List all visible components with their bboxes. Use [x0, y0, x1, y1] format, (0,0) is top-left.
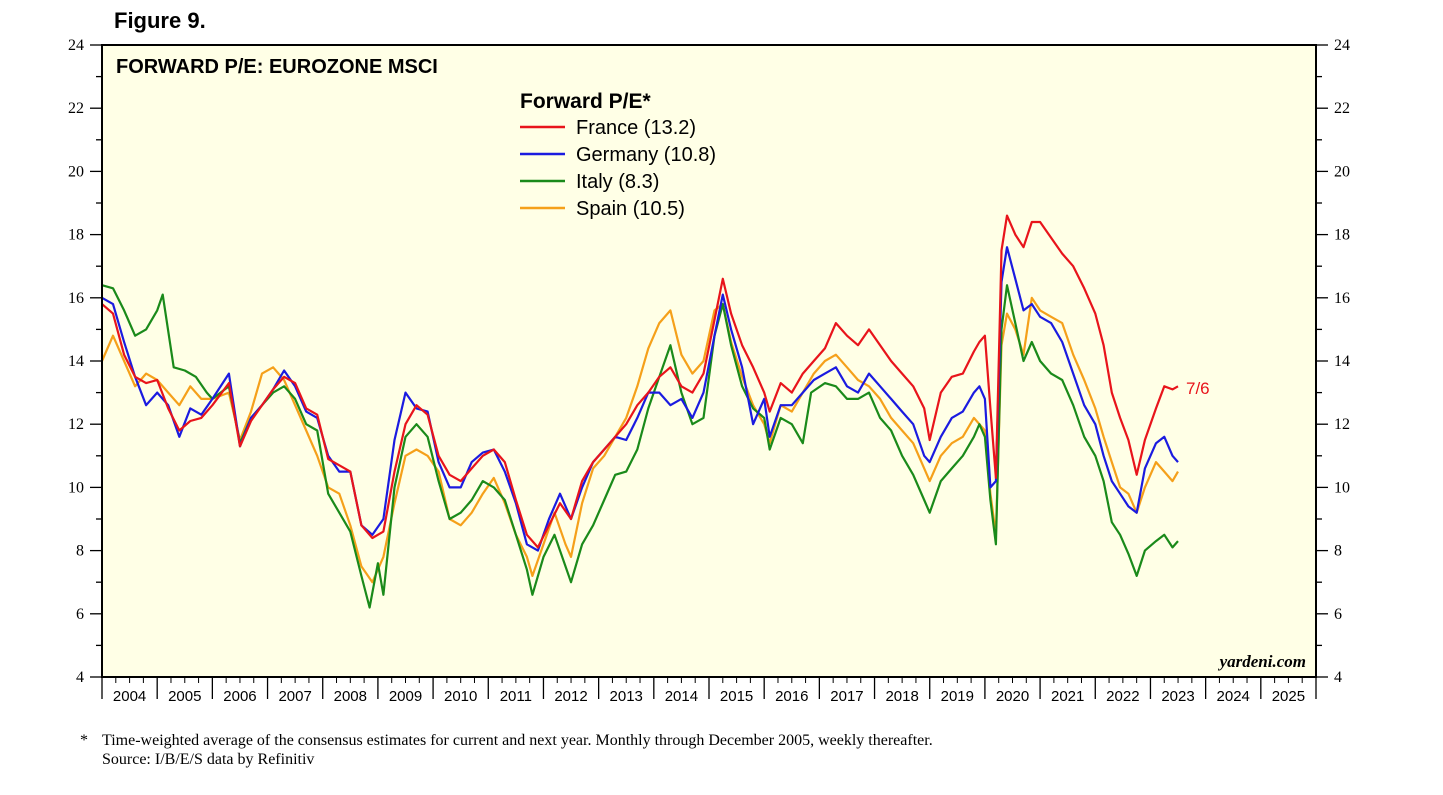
- y-tick-label-left: 18: [68, 227, 84, 244]
- y-tick-label-right: 22: [1334, 100, 1350, 117]
- x-year-label: 2007: [278, 688, 311, 705]
- y-tick-label-left: 6: [76, 606, 84, 623]
- x-year-label: 2014: [665, 688, 698, 705]
- y-tick-label-left: 22: [68, 100, 84, 117]
- x-year-label: 2021: [1051, 688, 1084, 705]
- legend-title: Forward P/E*: [520, 90, 652, 113]
- y-tick-label-left: 12: [68, 416, 84, 433]
- x-year-label: 2018: [885, 688, 918, 705]
- x-year-label: 2009: [389, 688, 422, 705]
- y-tick-label-right: 18: [1334, 227, 1350, 244]
- x-year-label: 2010: [444, 688, 477, 705]
- footnote: * Time-weighted average of the consensus …: [80, 731, 933, 769]
- y-tick-label-left: 16: [68, 290, 84, 307]
- x-year-label: 2019: [941, 688, 974, 705]
- legend-entry-italy: Italy (8.3): [576, 171, 659, 193]
- x-year-label: 2005: [168, 688, 201, 705]
- y-tick-label-left: 4: [76, 669, 84, 686]
- y-tick-label-left: 8: [76, 543, 84, 560]
- y-tick-label-left: 14: [68, 353, 84, 370]
- x-year-label: 2024: [1217, 688, 1250, 705]
- y-tick-label-left: 10: [68, 479, 84, 496]
- footnote-note: Time-weighted average of the consensus e…: [102, 732, 933, 749]
- x-year-label: 2006: [223, 688, 256, 705]
- x-year-label: 2022: [1106, 688, 1139, 705]
- series-line-italy: [101, 284, 1179, 609]
- x-year-label: 2017: [830, 688, 863, 705]
- y-tick-label-right: 6: [1334, 606, 1342, 623]
- figure-label: Figure 9.: [114, 8, 206, 33]
- brand-watermark: yardeni.com: [1218, 652, 1306, 671]
- y-tick-label-right: 4: [1334, 669, 1342, 686]
- footnote-source: Source: I/B/E/S data by Refinitiv: [102, 751, 315, 768]
- legend-entry-germany: Germany (10.8): [576, 144, 716, 166]
- x-year-label: 2013: [610, 688, 643, 705]
- y-tick-label-left: 24: [68, 37, 84, 54]
- y-tick-label-right: 24: [1334, 37, 1350, 54]
- y-tick-label-right: 8: [1334, 543, 1342, 560]
- x-year-label: 2011: [500, 688, 532, 705]
- y-tick-label-right: 20: [1334, 163, 1350, 180]
- x-year-label: 2008: [334, 688, 367, 705]
- legend-entry-france: France (13.2): [576, 117, 696, 139]
- legend-entry-spain: Spain (10.5): [576, 198, 685, 220]
- x-year-label: 2015: [720, 688, 753, 705]
- legend: France (13.2) Germany (10.8) Italy (8.3) Sp…: [520, 117, 716, 220]
- y-tick-label-right: 10: [1334, 479, 1350, 496]
- y-tick-label-right: 12: [1334, 416, 1350, 433]
- x-year-label: 2004: [113, 688, 146, 705]
- footnote-asterisk: *: [80, 732, 88, 749]
- chart-title: FORWARD P/E: EUROZONE MSCI: [116, 56, 438, 78]
- y-tick-label-right: 14: [1334, 353, 1350, 370]
- x-year-label: 2025: [1272, 688, 1305, 705]
- x-year-label: 2016: [775, 688, 808, 705]
- end-date-label: 7/6: [1186, 379, 1210, 398]
- x-year-label: 2023: [1161, 688, 1194, 705]
- y-tick-label-left: 20: [68, 163, 84, 180]
- y-tick-label-right: 16: [1334, 290, 1350, 307]
- x-year-label: 2020: [996, 688, 1029, 705]
- series-line-germany: [101, 246, 1179, 552]
- series-line-france: [101, 214, 1179, 549]
- x-year-label: 2012: [554, 688, 587, 705]
- plot-frame: [101, 44, 1317, 678]
